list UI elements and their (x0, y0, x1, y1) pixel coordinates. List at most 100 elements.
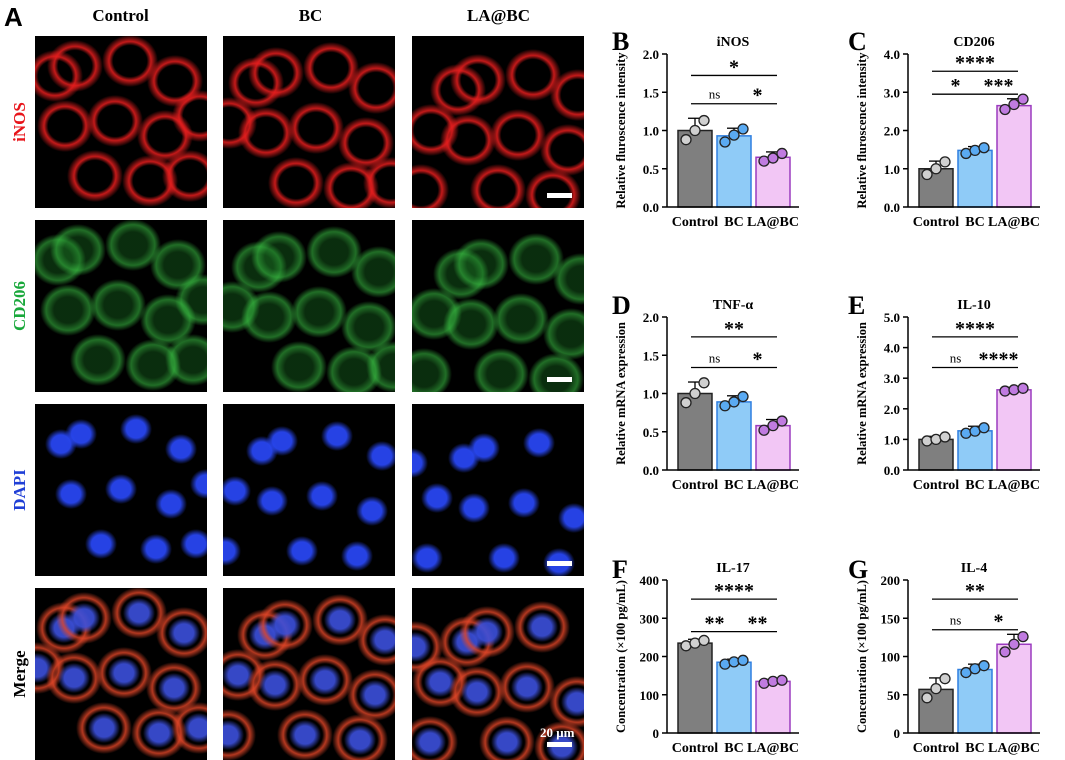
significance-label: ns (950, 350, 962, 365)
y-tick-label: 50 (887, 688, 900, 703)
significance-label: ** (965, 580, 985, 602)
y-tick-label: 2.0 (884, 402, 900, 417)
significance-label: *** (984, 75, 1014, 97)
significance-label: ns (950, 613, 962, 628)
data-point (960, 427, 972, 439)
micrograph-inos-bc (223, 36, 395, 208)
micrograph-merge-bc (223, 588, 395, 760)
column-header-labc: LA@BC (466, 6, 531, 25)
x-tick-label: LA@BC (747, 215, 799, 230)
panel-a-letter: A (4, 2, 23, 32)
data-point (978, 422, 990, 434)
x-tick-label: LA@BC (747, 478, 799, 493)
chart-title: IL-4 (961, 561, 987, 576)
significance-label: **** (955, 318, 995, 340)
y-tick-label: 0.0 (884, 200, 900, 215)
x-tick-label: LA@BC (988, 215, 1040, 230)
data-point (698, 377, 710, 389)
data-point (1017, 93, 1029, 105)
y-tick-label: 1.0 (884, 432, 900, 447)
y-tick-label: 0 (894, 726, 901, 741)
y-tick-label: 1.0 (643, 124, 659, 139)
data-point (1008, 384, 1020, 396)
data-point (680, 134, 692, 146)
x-tick-label: Control (913, 741, 960, 756)
y-tick-label: 4.0 (884, 47, 900, 62)
significance-label: * (994, 611, 1004, 633)
data-point (776, 415, 788, 427)
y-tick-label: 0.0 (643, 463, 659, 478)
data-point (776, 147, 788, 160)
column-header-control: Control (92, 6, 149, 25)
x-tick-label: Control (672, 741, 719, 756)
bar-laabc (996, 643, 1032, 734)
significance-label: **** (955, 52, 995, 74)
panel-letter: D (612, 291, 631, 320)
panel-letter: E (848, 291, 865, 320)
y-axis-label: Relative mRNA expression (614, 322, 628, 465)
scale-bar-label: 20 μm (540, 725, 575, 740)
x-tick-label: Control (913, 215, 960, 230)
x-tick-label: LA@BC (988, 478, 1040, 493)
data-point (776, 674, 788, 686)
data-point (737, 123, 749, 135)
chart-title: IL-10 (957, 298, 990, 313)
x-tick-label: Control (672, 478, 719, 493)
micrograph-cd206-control (35, 220, 207, 392)
significance-label: * (753, 348, 763, 370)
y-tick-label: 1.0 (643, 387, 659, 402)
data-point (978, 660, 990, 672)
scale-bar (547, 193, 572, 198)
data-point (767, 419, 779, 432)
y-tick-label: 1.5 (643, 85, 660, 100)
y-tick-label: 200 (640, 650, 660, 665)
y-tick-label: 0.5 (643, 162, 660, 177)
y-tick-label: 300 (640, 611, 660, 626)
column-header-bc: BC (298, 6, 323, 25)
y-tick-label: 200 (881, 573, 901, 588)
data-point (689, 387, 701, 400)
data-point (737, 654, 749, 666)
y-tick-label: 100 (881, 650, 901, 665)
bar-laabc (755, 680, 791, 734)
y-tick-label: 1.0 (884, 162, 900, 177)
chart-d: D TNF-α Relative mRNA expression 0.0 0.5 1.0 1… (612, 291, 799, 493)
scale-bar (547, 377, 572, 382)
scale-bar (547, 561, 572, 566)
data-point (719, 136, 731, 148)
y-tick-label: 100 (640, 688, 660, 703)
panel-letter: B (612, 27, 629, 56)
significance-label: ** (748, 613, 768, 635)
data-point (939, 673, 951, 685)
y-tick-label: 400 (640, 573, 660, 588)
y-tick-label: 5.0 (884, 310, 900, 325)
bar-laabc (996, 104, 1032, 208)
panel-letter: C (848, 27, 867, 56)
data-point (1008, 638, 1020, 650)
data-point (999, 103, 1011, 116)
x-tick-label: LA@BC (988, 741, 1040, 756)
significance-label: ** (705, 613, 725, 635)
data-point (1008, 98, 1020, 111)
y-axis-label: Relative fluroscence intensity (614, 52, 628, 209)
data-point (728, 129, 740, 141)
chart-c: C CD206 Relative fluroscence intensity 0.0 1… (848, 27, 1040, 230)
significance-label: ns (709, 350, 721, 365)
y-tick-label: 1.5 (643, 348, 660, 363)
x-tick-label: BC (724, 741, 743, 756)
panel-letter: F (612, 555, 628, 584)
data-point (728, 396, 740, 408)
data-point (737, 390, 749, 403)
significance-label: ns (709, 87, 721, 102)
scale-bar (547, 742, 572, 747)
micrograph-cd206-bc (223, 220, 395, 392)
chart-title: TNF-α (713, 298, 754, 313)
y-axis-label: Concentration (×100 pg/mL) (614, 580, 628, 733)
y-tick-label: 0.0 (643, 200, 659, 215)
chart-g: G IL-4 Concentration (×100 pg/mL) 0 50 100 150… (848, 555, 1040, 756)
data-point (939, 156, 951, 168)
micrograph-inos-labc (412, 36, 584, 208)
data-point (978, 142, 990, 154)
